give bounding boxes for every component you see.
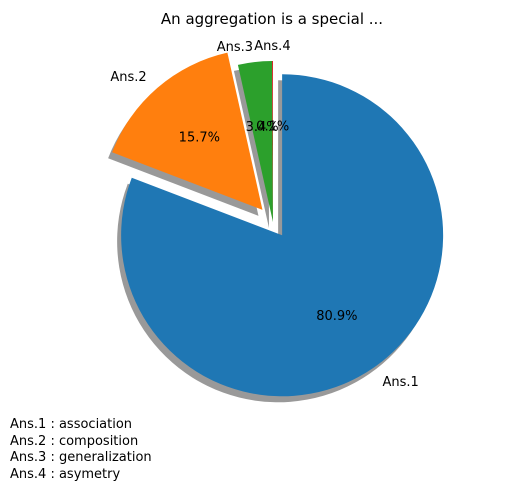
pie-slice-ans3 <box>237 61 273 222</box>
slice-pct-label-4: 0.1% <box>256 119 289 134</box>
slice-pct-label-2: 15.7% <box>179 131 220 146</box>
slice-pct-label-1: 80.9% <box>316 309 357 324</box>
slice-pct-label-3: 3.4% <box>246 120 279 135</box>
pie-slice-ans2 <box>112 52 263 210</box>
legend-note-3: Ans.3 : generalization <box>10 450 152 465</box>
pie-label-layer: Ans.1 80.9% Ans.2 15.7% Ans.3 3.4% Ans.4 0.1% <box>110 39 418 390</box>
pie-slice-ans1 <box>121 74 444 397</box>
slice-label-2: Ans.2 <box>110 70 146 85</box>
legend-note-4: Ans.4 : asymetry <box>10 466 121 482</box>
legend-note-2: Ans.2 : composition <box>10 433 139 449</box>
answer-legend: Ans.1 : association Ans.2 : composition … <box>10 417 152 483</box>
legend-note-1: Ans.1 : association <box>10 417 133 432</box>
slice-label-4: Ans.4 <box>254 39 290 54</box>
slice-label-3: Ans.3 <box>217 40 253 55</box>
pie-slice-layer <box>112 52 444 397</box>
pie-slice-ans4 <box>271 61 273 222</box>
slice-label-1: Ans.1 <box>383 375 419 390</box>
chart-title: An aggregation is a special ... <box>161 10 383 28</box>
